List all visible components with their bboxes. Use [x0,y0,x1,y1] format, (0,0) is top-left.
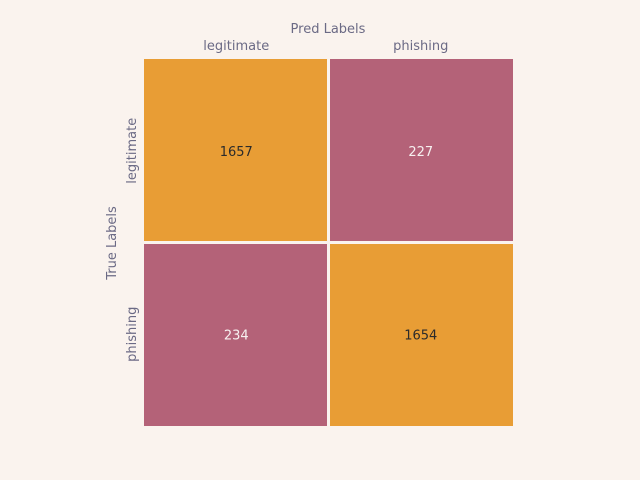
x-axis-title: Pred Labels [291,22,366,37]
heatmap-cell-0-0 [144,59,327,241]
heatmap-cell-1-1 [330,244,513,426]
cell-value-label: 227 [408,145,433,160]
heatmap-cell-0-1 [330,59,513,241]
x-tick-label: legitimate [203,39,269,54]
cell-value-label: 1654 [404,328,437,343]
heatmap-cell-labels: 1657 227 234 1654 [220,145,438,344]
heatmap-cell-1-0 [144,244,327,426]
y-tick-label: legitimate [125,118,140,184]
tick-labels: legitimate phishing legitimate phishing [125,39,448,362]
y-axis-title: True Labels [105,206,120,281]
x-tick-label: phishing [393,39,448,54]
y-tick-label: phishing [125,307,140,362]
heatmap-cells [144,59,513,426]
cell-value-label: 1657 [220,145,253,160]
cell-value-label: 234 [224,328,249,343]
